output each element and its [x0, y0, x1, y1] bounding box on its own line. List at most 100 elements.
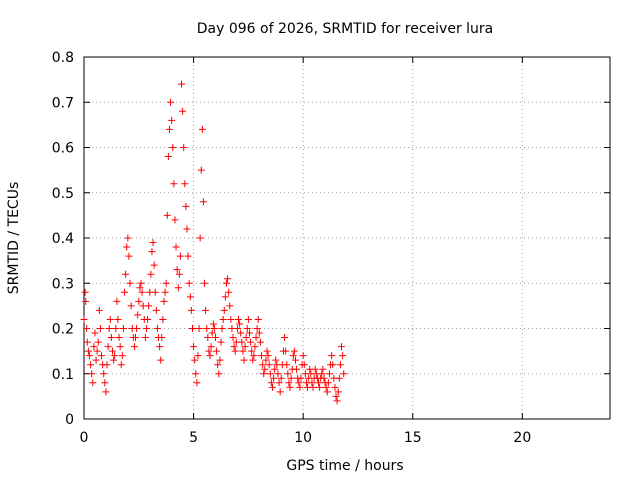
data-point [201, 279, 209, 287]
data-point [226, 302, 234, 310]
data-point [242, 334, 250, 342]
data-point [236, 320, 244, 328]
data-point [255, 329, 263, 337]
data-point [126, 279, 134, 287]
data-point [339, 352, 347, 360]
data-point [123, 243, 131, 251]
data-point [85, 352, 93, 360]
data-point [98, 352, 106, 360]
data-point [218, 325, 226, 332]
data-point [167, 98, 175, 106]
data-point [181, 180, 189, 188]
data-point [244, 315, 252, 323]
data-point [245, 329, 253, 337]
data-point [283, 361, 291, 369]
y-tick-label: 0.2 [52, 322, 74, 338]
data-point [264, 352, 272, 360]
data-point [215, 370, 223, 378]
data-point [195, 325, 203, 332]
data-point [198, 125, 206, 133]
data-point [254, 315, 262, 323]
data-point [334, 388, 342, 396]
data-point [170, 180, 178, 188]
data-point [110, 356, 118, 364]
data-point [251, 343, 259, 351]
data-point [158, 334, 166, 342]
data-point [116, 343, 124, 351]
data-point [135, 297, 143, 305]
data-point [249, 356, 257, 364]
data-point [150, 261, 158, 269]
data-point [315, 379, 323, 387]
data-point [102, 388, 110, 396]
data-point [268, 383, 276, 391]
data-point [221, 293, 229, 301]
data-point [263, 347, 271, 355]
data-point [331, 383, 339, 391]
data-point [293, 365, 301, 373]
y-tick-label: 0 [65, 412, 74, 428]
data-point [87, 361, 95, 369]
y-tick-label: 0.4 [52, 231, 74, 247]
data-point [148, 248, 156, 256]
data-point [188, 325, 196, 332]
data-points [80, 80, 348, 405]
data-point [213, 347, 221, 355]
data-point [308, 379, 316, 387]
data-point [185, 279, 193, 287]
data-point [297, 374, 305, 382]
data-point [95, 306, 103, 314]
data-point [90, 343, 98, 351]
data-point [319, 365, 327, 373]
data-point [295, 379, 303, 387]
data-point [203, 325, 211, 332]
data-point [169, 144, 177, 151]
data-point [231, 347, 239, 355]
data-point [164, 153, 172, 161]
data-point [107, 334, 115, 342]
y-tick-label: 0.3 [52, 276, 74, 292]
x-axis-label: GPS time / hours [286, 458, 403, 474]
data-point [322, 383, 330, 391]
data-point [83, 325, 91, 332]
data-point [152, 306, 160, 314]
data-point [262, 356, 270, 364]
data-point [328, 352, 336, 360]
plot-frame [83, 56, 611, 420]
data-point [296, 383, 304, 391]
data-point [176, 252, 184, 260]
data-point [209, 320, 217, 328]
data-point [219, 315, 227, 323]
data-point [122, 270, 130, 278]
x-tick-label: 20 [513, 430, 531, 446]
y-tick-label: 0.1 [52, 367, 74, 383]
data-point [271, 365, 279, 373]
data-point [133, 325, 141, 332]
data-point [192, 370, 200, 378]
data-point [162, 279, 170, 287]
data-point [180, 144, 188, 151]
data-point [184, 252, 192, 260]
data-point [108, 347, 116, 355]
data-point [142, 325, 150, 332]
data-point [172, 243, 180, 251]
x-tick-labels: 0 5 10 15 20 [80, 430, 532, 446]
data-point [260, 370, 268, 378]
data-point [291, 356, 299, 364]
data-point [206, 352, 214, 360]
data-point [290, 347, 298, 355]
data-point [281, 334, 289, 342]
data-point [238, 338, 246, 346]
data-point [286, 383, 294, 391]
data-point [275, 379, 283, 387]
data-point [311, 365, 319, 373]
data-point [259, 361, 267, 369]
data-point [287, 374, 295, 382]
data-point [119, 325, 127, 332]
x-tick-label: 10 [294, 430, 312, 446]
data-point [270, 374, 278, 382]
data-point [114, 315, 122, 323]
data-point [222, 279, 230, 287]
data-point [329, 361, 337, 369]
